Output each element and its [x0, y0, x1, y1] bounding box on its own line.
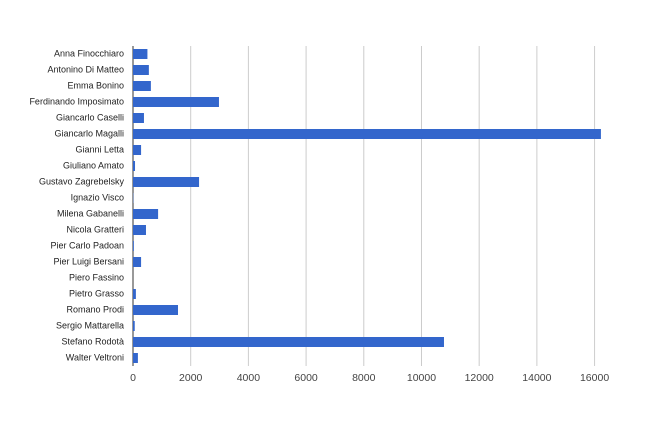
bar [133, 65, 149, 75]
x-tick-label: 4000 [237, 372, 261, 384]
y-tick-label: Gianni Letta [75, 144, 124, 154]
y-tick-label: Walter Veltroni [66, 352, 124, 362]
y-tick-label: Nicola Gratteri [66, 224, 124, 234]
y-tick-label: Pier Luigi Bersani [53, 256, 124, 266]
bar [133, 337, 444, 347]
bar [133, 241, 134, 251]
y-tick-label: Pier Carlo Padoan [50, 240, 124, 250]
bar [133, 129, 601, 139]
bar [133, 81, 151, 91]
y-tick-label: Milena Gabanelli [57, 208, 124, 218]
y-tick-label: Giancarlo Magalli [54, 128, 124, 138]
bar [133, 353, 138, 363]
x-tick-label: 6000 [294, 372, 318, 384]
x-tick-label: 12000 [465, 372, 494, 384]
y-tick-label: Ferdinando Imposimato [29, 96, 124, 106]
bar [133, 177, 199, 187]
x-tick-label: 0 [130, 372, 136, 384]
bar [133, 289, 136, 299]
y-tick-label: Giancarlo Caselli [56, 112, 124, 122]
bar [133, 49, 147, 59]
x-tick-label: 2000 [179, 372, 203, 384]
y-tick-label: Stefano Rodotà [61, 336, 124, 346]
x-tick-label: 8000 [352, 372, 376, 384]
y-tick-label: Emma Bonino [67, 80, 124, 90]
bar [133, 257, 141, 267]
y-tick-label: Piero Fassino [69, 272, 124, 282]
bar [133, 113, 144, 123]
bar [133, 321, 135, 331]
y-tick-label: Giuliano Amato [63, 160, 124, 170]
y-tick-label: Anna Finocchiaro [54, 48, 124, 58]
bar [133, 209, 158, 219]
bar [133, 161, 135, 171]
y-tick-label: Pietro Grasso [69, 288, 124, 298]
x-tick-label: 16000 [580, 372, 609, 384]
bar [133, 97, 219, 107]
y-tick-label: Gustavo Zagrebelsky [39, 176, 125, 186]
bar [133, 225, 146, 235]
y-tick-label: Antonino Di Matteo [47, 64, 124, 74]
y-tick-label: Romano Prodi [66, 304, 124, 314]
x-tick-label: 14000 [522, 372, 551, 384]
y-tick-label: Sergio Mattarella [56, 320, 124, 330]
y-tick-label: Ignazio Visco [71, 192, 124, 202]
x-tick-label: 10000 [407, 372, 436, 384]
bar [133, 305, 178, 315]
bar [133, 145, 141, 155]
